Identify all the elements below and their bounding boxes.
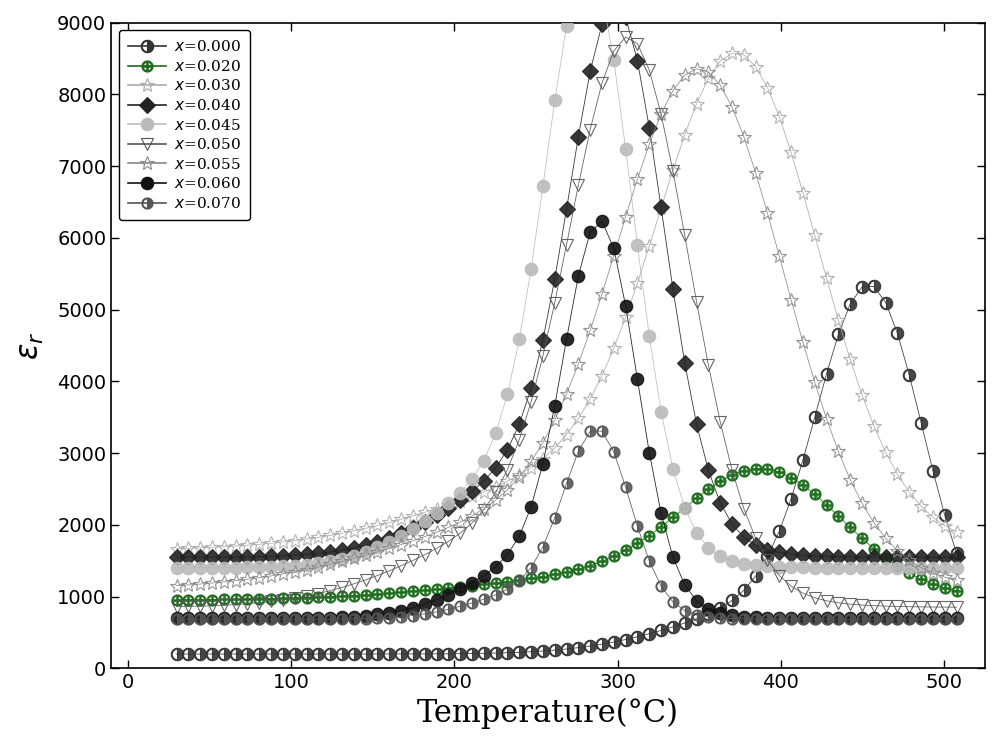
Y-axis label: $\varepsilon_r$: $\varepsilon_r$ (15, 331, 46, 359)
Legend: $x$=0.000, $x$=0.020, $x$=0.030, $x$=0.040, $x$=0.045, $x$=0.050, $x$=0.055, $x$: $x$=0.000, $x$=0.020, $x$=0.030, $x$=0.0… (119, 31, 250, 220)
X-axis label: Temperature(°C): Temperature(°C) (417, 698, 679, 729)
